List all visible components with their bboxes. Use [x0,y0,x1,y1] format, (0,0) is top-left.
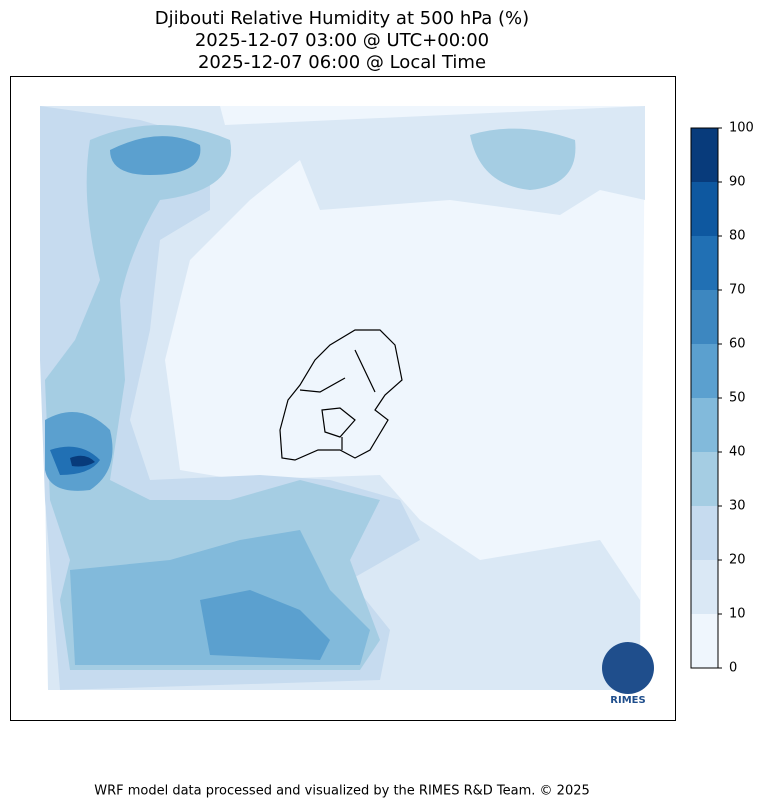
colorbar-band [691,560,718,614]
logo-text: RIMES [610,695,645,706]
colorbar-band [691,236,718,290]
colorbar-band [691,452,718,506]
colorbar-tick-label: 10 [729,607,746,622]
field-region [200,590,330,660]
field-region [70,455,95,467]
colorbar-tick-label: 70 [729,283,746,298]
title-line: 2025-12-07 03:00 @ UTC+00:00 [195,30,489,51]
colorbar-band [691,128,718,182]
colorbar: 0 10 20 30 40 50 60 70 80 90 100 [690,121,754,676]
colorbar-tick-label: 80 [729,229,746,244]
map-frame [10,76,676,721]
colorbar-band [691,344,718,398]
colorbar-band [691,614,718,668]
colorbar-tick-label: 60 [729,337,746,352]
colorbar-band [691,398,718,452]
colorbar-band [691,182,718,236]
colorbar-band [691,506,718,560]
colorbar-tick-label: 100 [729,121,754,136]
footer: WRF model data processed and visualized … [94,784,590,799]
colorbar-band [691,290,718,344]
field-region [470,128,576,190]
colorbar-tick-label: 40 [729,445,746,460]
map-field: RIMES [40,106,654,706]
title-line: Djibouti Relative Humidity at 500 hPa (%… [155,8,529,29]
colorbar-tick-label: 50 [729,391,746,406]
field-region [110,136,201,175]
country-border [279,329,403,461]
colorbar-tick-label: 30 [729,499,746,514]
colorbar-tick-label: 0 [729,661,737,676]
colorbar-tick-label: 90 [729,175,746,190]
logo-emblem [602,642,654,694]
colorbar-tick-label: 20 [729,553,746,568]
title-line: 2025-12-07 06:00 @ Local Time [198,52,486,73]
